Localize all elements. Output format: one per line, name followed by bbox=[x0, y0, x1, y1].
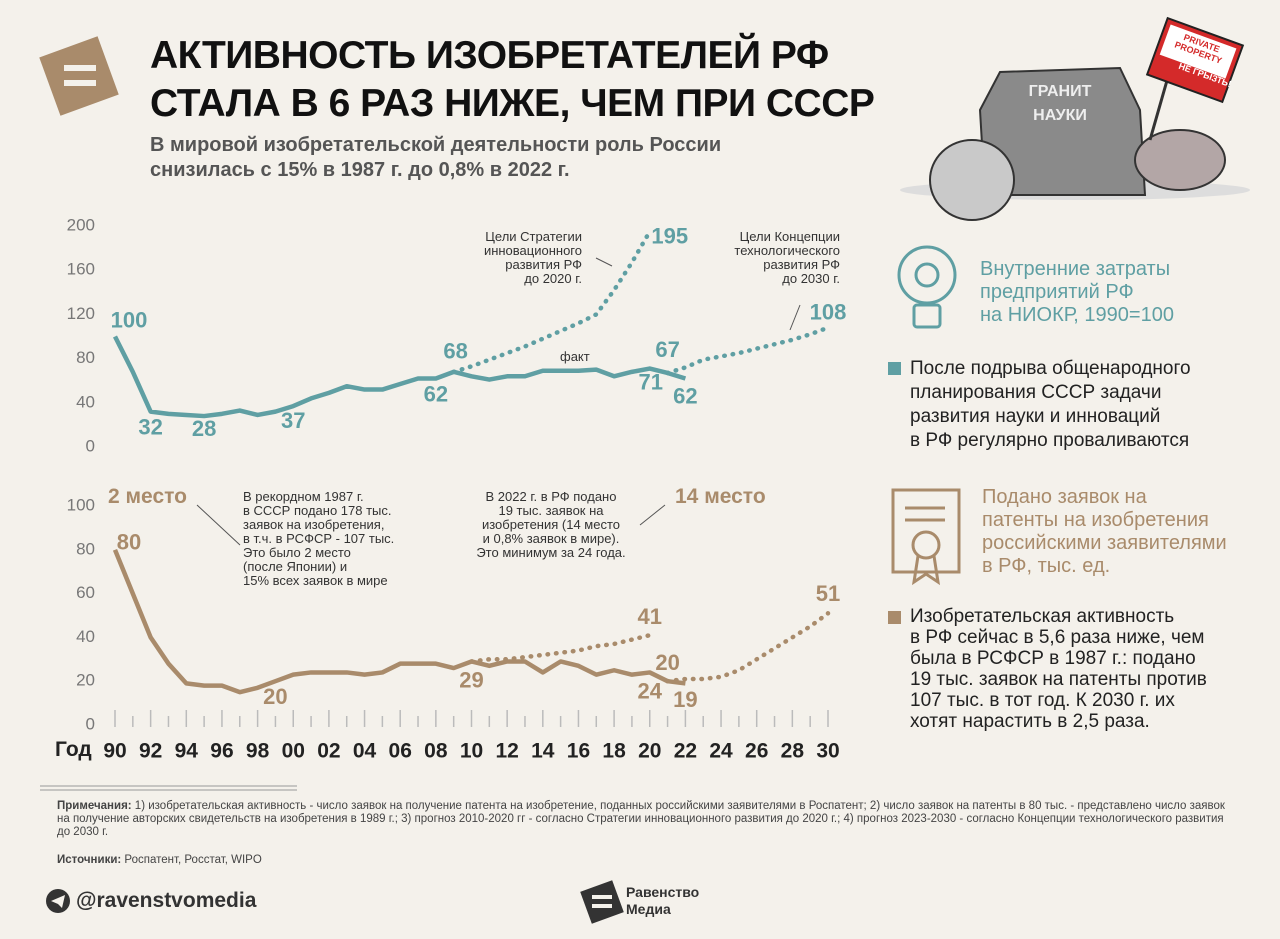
data-label: 37 bbox=[281, 408, 305, 433]
data-line bbox=[112, 548, 686, 695]
subtitle: В мировой изобретательской деятельности … bbox=[150, 134, 722, 181]
icon-certificate bbox=[891, 488, 961, 586]
data-label: 32 bbox=[138, 414, 162, 439]
cartoon-text: ГРАНИТ НАУКИ bbox=[1028, 83, 1092, 124]
data-label: 24 bbox=[638, 678, 663, 703]
y-tick-label: 120 bbox=[67, 304, 95, 323]
forecast-line bbox=[451, 229, 652, 375]
annotation: В 2022 г. в РФ подано 19 тыс. заявок на … bbox=[476, 489, 626, 560]
x-tick-label: 98 bbox=[246, 740, 270, 763]
x-tick-label: 10 bbox=[460, 740, 483, 763]
data-line bbox=[112, 335, 687, 419]
sources-text: Роспатент, Росстат, WIPO bbox=[121, 854, 262, 866]
data-label: 67 bbox=[655, 337, 679, 362]
forecast-line bbox=[469, 632, 652, 664]
footer-logo-text: Равенство Медиа bbox=[626, 884, 700, 917]
y-tick-label: 40 bbox=[76, 627, 95, 646]
telegram-icon bbox=[51, 895, 65, 908]
icon-bulb bbox=[897, 245, 957, 329]
notes: Примечания: 1) изобретательская активнос… bbox=[57, 800, 1237, 839]
y-tick-label: 80 bbox=[76, 348, 95, 367]
leader-line bbox=[789, 304, 801, 331]
notes-label: Примечания: bbox=[57, 800, 132, 812]
x-tick-label: 20 bbox=[638, 740, 661, 763]
forecast-line bbox=[665, 611, 831, 684]
annotation: Цели Концепции технологического развития… bbox=[734, 229, 840, 286]
data-label: 20 bbox=[655, 650, 679, 675]
y-tick-label: 20 bbox=[76, 671, 95, 690]
x-tick-label: 22 bbox=[674, 740, 697, 763]
y-tick-label: 40 bbox=[76, 392, 95, 411]
leader-line bbox=[595, 257, 613, 267]
x-axis-label: Год bbox=[55, 738, 92, 761]
data-label: 195 bbox=[651, 223, 688, 248]
x-tick-label: 04 bbox=[353, 740, 377, 763]
footer-logo bbox=[580, 880, 624, 924]
title: АКТИВНОСТЬ ИЗОБРЕТАТЕЛЕЙ РФ СТАЛА В 6 РА… bbox=[150, 34, 875, 125]
data-label: 80 bbox=[117, 530, 141, 555]
y-tick-label: 160 bbox=[67, 260, 95, 279]
rank-label: 14 место bbox=[675, 485, 766, 508]
logo bbox=[39, 36, 119, 116]
notes-text: 1) изобретательская активность - число з… bbox=[57, 800, 1225, 838]
y-tick-label: 80 bbox=[76, 539, 95, 558]
x-tick-label: 14 bbox=[531, 740, 555, 763]
annotation: факт bbox=[560, 349, 590, 364]
data-label: 62 bbox=[673, 383, 697, 408]
y-tick-label: 200 bbox=[67, 215, 95, 234]
x-tick-label: 96 bbox=[210, 740, 233, 763]
data-label: 29 bbox=[459, 667, 483, 692]
y-tick-label: 0 bbox=[86, 436, 95, 455]
forecast-line bbox=[665, 325, 831, 376]
sources: Источники: Роспатент, Росстат, WIPO bbox=[57, 854, 262, 866]
x-tick-label: 24 bbox=[709, 740, 733, 763]
chart-title: Внутренние затраты предприятий РФ на НИО… bbox=[980, 258, 1174, 326]
data-label: 71 bbox=[639, 369, 663, 394]
x-tick-label: 26 bbox=[745, 740, 768, 763]
bullet bbox=[888, 611, 901, 624]
leader-line bbox=[639, 504, 666, 526]
data-label: 51 bbox=[816, 581, 840, 606]
rank-label: 2 место bbox=[108, 485, 187, 508]
y-tick-label: 100 bbox=[67, 495, 95, 514]
data-label: 19 bbox=[673, 687, 697, 712]
data-label: 28 bbox=[192, 416, 216, 441]
data-label: 20 bbox=[263, 684, 287, 709]
handle: @ravenstvomedia bbox=[76, 889, 257, 912]
x-tick-label: 00 bbox=[282, 740, 305, 763]
data-label: 62 bbox=[424, 381, 448, 406]
x-tick-label: 28 bbox=[781, 740, 805, 763]
cartoon bbox=[900, 16, 1250, 221]
x-tick-label: 02 bbox=[317, 740, 340, 763]
x-tick-label: 94 bbox=[175, 740, 199, 763]
x-tick-label: 90 bbox=[103, 740, 126, 763]
data-label: 68 bbox=[443, 339, 467, 364]
y-tick-label: 60 bbox=[76, 583, 95, 602]
annotation: Цели Стратегии инновационного развития Р… bbox=[483, 229, 582, 286]
leader-line bbox=[196, 504, 241, 546]
x-tick-label: 06 bbox=[389, 740, 412, 763]
chart-note: Изобретательская активность в РФ сейчас … bbox=[910, 606, 1207, 732]
y-tick-label: 0 bbox=[86, 714, 95, 733]
bullet bbox=[888, 362, 901, 375]
x-tick-label: 16 bbox=[567, 740, 590, 763]
x-tick-label: 30 bbox=[816, 740, 839, 763]
sources-label: Источники: bbox=[57, 854, 122, 866]
data-label: 108 bbox=[810, 299, 847, 324]
chart-note: После подрыва общенародного планирования… bbox=[910, 358, 1191, 451]
x-tick-label: 08 bbox=[424, 740, 448, 763]
x-tick-label: 18 bbox=[602, 740, 626, 763]
annotation: В рекордном 1987 г. в СССР подано 178 ты… bbox=[243, 489, 395, 588]
data-label: 100 bbox=[111, 307, 148, 332]
x-tick-label: 92 bbox=[139, 740, 162, 763]
chart-title: Подано заявок на патенты на изобретения … bbox=[982, 486, 1227, 577]
data-label: 41 bbox=[638, 604, 662, 629]
x-tick-label: 12 bbox=[495, 740, 518, 763]
